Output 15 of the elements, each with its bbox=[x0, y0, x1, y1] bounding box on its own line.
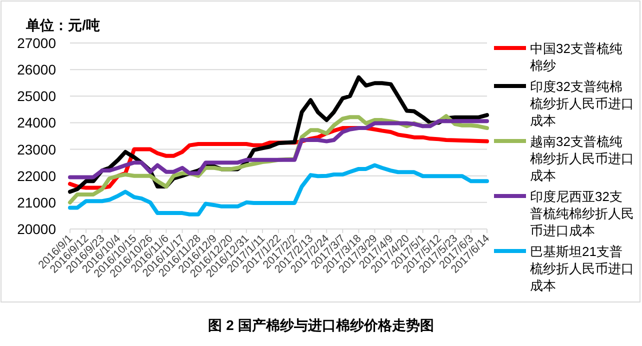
legend-label: 巴基斯坦21支普梳纱折人民币进口成本 bbox=[530, 244, 634, 293]
y-tick-label: 20000 bbox=[17, 221, 56, 237]
y-tick-label: 22000 bbox=[17, 168, 56, 184]
y-tick-label: 23000 bbox=[17, 141, 56, 158]
legend-label: 越南32支普梳纯棉纱折人民币进口成本 bbox=[530, 134, 634, 183]
y-tick-label: 25000 bbox=[17, 88, 56, 104]
legend-label: 印度尼西亚32支普梳纯棉纱折人民币进口成本 bbox=[530, 189, 634, 238]
y-tick-label: 26000 bbox=[17, 62, 56, 78]
y-axis-title: 单位：元/吨 bbox=[25, 17, 100, 33]
legend-label: 印度32支普纯棉梳纱折人民币进口成本 bbox=[530, 79, 634, 128]
y-tick-label: 27000 bbox=[17, 35, 56, 51]
y-tick-label: 24000 bbox=[17, 114, 56, 131]
legend-label: 中国32支普梳纯棉纱 bbox=[530, 41, 622, 73]
y-tick-label: 21000 bbox=[17, 194, 56, 210]
caption: 图 2 国产棉纱与进口棉纱价格走势图 bbox=[208, 317, 434, 333]
